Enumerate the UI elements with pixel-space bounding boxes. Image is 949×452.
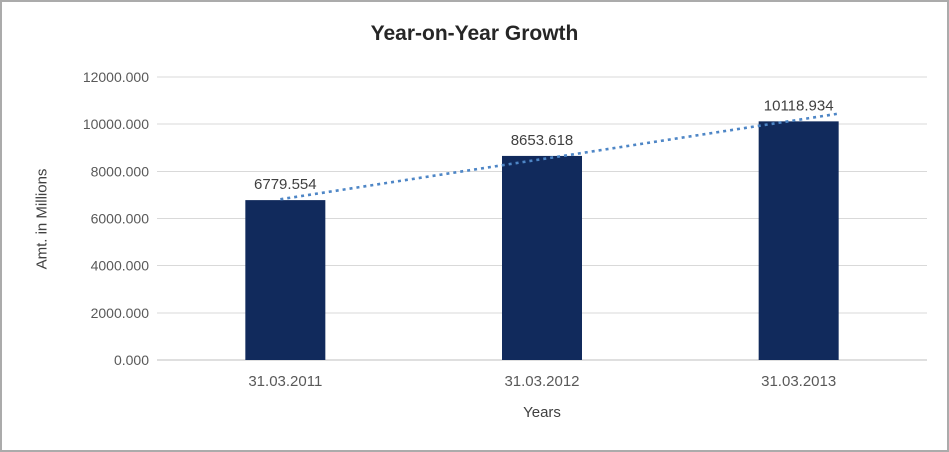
x-tick-label: 31.03.2013: [761, 373, 836, 390]
data-label: 8653.618: [511, 132, 574, 149]
bar-31.03.2011[interactable]: [245, 200, 326, 360]
y-tick-label: 2000.000: [91, 305, 150, 321]
y-tick-label: 10000.000: [83, 116, 149, 132]
data-label: 10118.934: [764, 97, 834, 114]
x-axis-title: Years: [523, 404, 561, 421]
y-tick-label: 4000.000: [91, 258, 150, 274]
y-tick-label: 12000.000: [83, 69, 149, 85]
x-tick-label: 31.03.2011: [248, 373, 322, 390]
y-tick-label: 8000.000: [91, 163, 150, 179]
y-tick-label: 6000.000: [91, 211, 150, 227]
data-label: 6779.554: [254, 176, 317, 193]
bar-31.03.2012[interactable]: [502, 155, 582, 360]
y-tick-label: 0.000: [114, 352, 149, 368]
x-tick-label: 31.03.2012: [504, 373, 579, 390]
chart-title: Year-on-Year Growth: [370, 22, 579, 45]
bar-31.03.2013[interactable]: [758, 121, 839, 360]
